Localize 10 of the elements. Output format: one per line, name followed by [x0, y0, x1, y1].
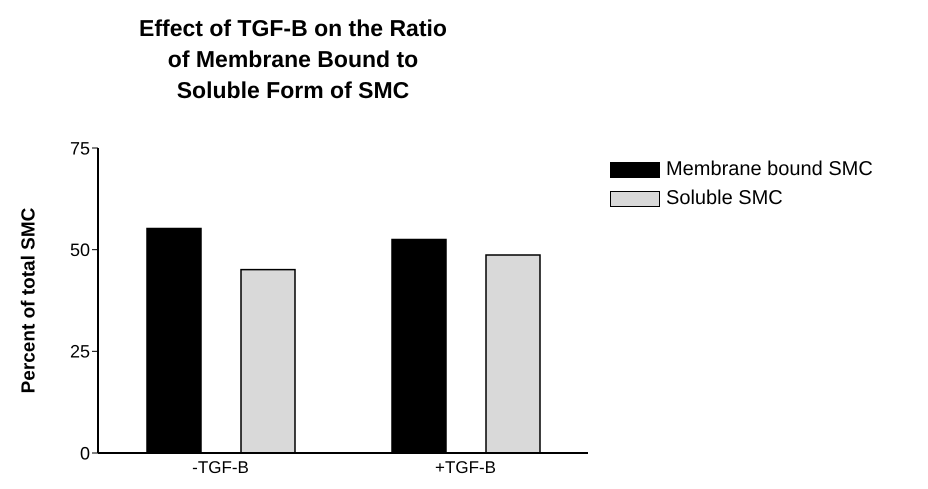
y-axis-title: Percent of total SMC: [18, 207, 40, 394]
x-tick-label: -TGF-B: [192, 458, 249, 478]
chart-title: Effect of TGF-B on the Ratio of Membrane Bound to Soluble Form of SMC: [138, 14, 448, 105]
legend-label: Membrane bound SMC: [666, 158, 873, 181]
y-tick-label: 75: [70, 138, 90, 158]
y-tick-label: 0: [80, 443, 90, 464]
x-tick-label: +TGF-B: [435, 458, 496, 478]
y-tick-label: 25: [70, 342, 90, 362]
y-tick-label: 50: [70, 240, 90, 260]
legend-label: Soluble SMC: [666, 187, 783, 210]
